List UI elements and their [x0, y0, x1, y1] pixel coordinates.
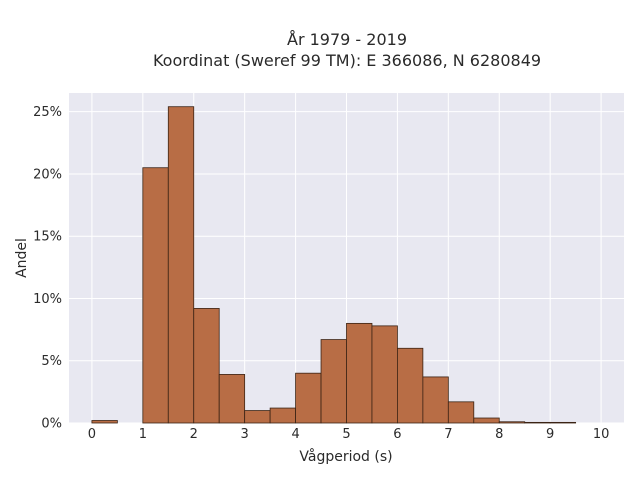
histogram-bar	[295, 372, 322, 424]
x-tick-label: 6	[393, 427, 401, 442]
histogram-bar	[167, 106, 195, 424]
x-tick-label: 0	[88, 427, 96, 442]
histogram-bar	[193, 308, 220, 424]
x-axis-label: Vågperiod (s)	[299, 448, 392, 465]
histogram-bar	[91, 420, 118, 424]
histogram-bar	[371, 325, 398, 424]
x-tick-label: 10	[593, 427, 610, 442]
chart-title-line1: År 1979 - 2019	[287, 30, 407, 49]
histogram-bar	[447, 401, 475, 424]
histogram-bar	[218, 374, 246, 424]
histogram-bar	[473, 417, 500, 424]
histogram-bar	[397, 347, 424, 424]
y-tick-label: 5%	[41, 354, 62, 369]
x-tick-label: 5	[342, 427, 350, 442]
x-tick-label: 2	[190, 427, 198, 442]
histogram-bar	[346, 322, 373, 424]
histogram-bar	[524, 421, 551, 424]
y-tick-label: 25%	[33, 105, 62, 120]
x-tick-label: 7	[444, 427, 452, 442]
histogram-bar	[549, 421, 577, 424]
histogram-bar	[142, 167, 169, 424]
y-tick-label: 15%	[33, 230, 62, 245]
x-tick-label: 9	[546, 427, 554, 442]
x-tick-label: 1	[139, 427, 147, 442]
y-tick-label: 20%	[33, 167, 62, 182]
chart-title-line2: Koordinat (Sweref 99 TM): E 366086, N 62…	[153, 51, 541, 70]
bars	[91, 106, 577, 424]
x-tick-label: 8	[495, 427, 503, 442]
histogram-bar	[244, 410, 271, 424]
x-tick-label: 3	[241, 427, 249, 442]
y-tick-label: 10%	[33, 292, 62, 307]
y-axis-label: Andel	[14, 238, 30, 278]
histogram-bar	[320, 339, 347, 424]
histogram-bar	[498, 421, 526, 424]
x-axis-ticks: 0 1 2 3 4 5 6 7 8 9 10	[88, 427, 610, 442]
y-tick-label: 0%	[41, 417, 62, 432]
histogram-bar	[269, 407, 296, 424]
x-tick-label: 4	[291, 427, 299, 442]
y-axis-ticks: 0% 5% 10% 15% 20% 25%	[33, 105, 62, 431]
histogram-bar	[422, 376, 449, 424]
